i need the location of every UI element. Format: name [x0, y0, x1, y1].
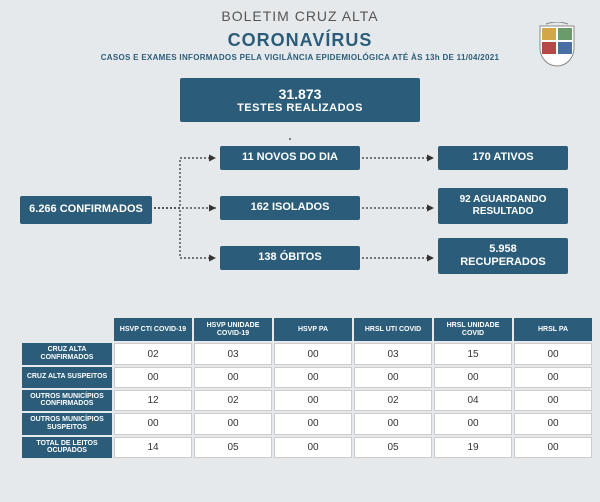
recovered-box: 5.958 RECUPERADOS [438, 238, 568, 274]
table-cell: 15 [434, 343, 512, 364]
table-cell: 00 [274, 390, 352, 411]
table-cell: 00 [434, 367, 512, 388]
table-row-header: CRUZ ALTA CONFIRMADOS [22, 343, 112, 364]
table-cell: 00 [274, 437, 352, 458]
table-cell: 00 [274, 367, 352, 388]
table-cell: 03 [354, 343, 432, 364]
table-cell: 19 [434, 437, 512, 458]
tests-label: TESTES REALIZADOS [180, 102, 420, 114]
tests-box: 31.873 TESTES REALIZADOS [180, 78, 420, 122]
table-col-header: HSVP CTI COVID-19 [114, 318, 192, 341]
table-cell: 00 [514, 367, 592, 388]
table-cell: 00 [514, 437, 592, 458]
table-cell: 00 [194, 367, 272, 388]
table-col-header: HSVP UNIDADE COVID-19 [194, 318, 272, 341]
table-cell: 02 [354, 390, 432, 411]
table-cell: 00 [114, 367, 192, 388]
bulletin-name: BOLETIM CRUZ ALTA [0, 8, 600, 24]
isolated-box: 162 ISOLADOS [220, 196, 360, 220]
recovered-label: RECUPERADOS [460, 256, 546, 269]
table-cell: 02 [194, 390, 272, 411]
table-cell: 04 [434, 390, 512, 411]
subtitle: CASOS E EXAMES INFORMADOS PELA VIGILÂNCI… [0, 53, 600, 62]
table-cell: 00 [354, 413, 432, 434]
beds-table: HSVP CTI COVID-19 HSVP UNIDADE COVID-19 … [20, 316, 580, 460]
tests-number: 31.873 [180, 86, 420, 102]
active-box: 170 ATIVOS [438, 146, 568, 170]
table-row-header: OUTROS MUNICÍPIOS SUSPEITOS [22, 413, 112, 434]
table-row: TOTAL DE LEITOS OCUPADOS140500051900 [22, 437, 592, 458]
awaiting-box: 92 AGUARDANDO RESULTADO [438, 188, 568, 224]
table-col-header: HRSL PA [514, 318, 592, 341]
table-cell: 00 [434, 413, 512, 434]
table-cell: 03 [194, 343, 272, 364]
table-row: OUTROS MUNICÍPIOS CONFIRMADOS12020002040… [22, 390, 592, 411]
table-cell: 14 [114, 437, 192, 458]
crest-icon [536, 22, 578, 70]
table-cell: 12 [114, 390, 192, 411]
table-cell: 00 [514, 413, 592, 434]
table-row-header: TOTAL DE LEITOS OCUPADOS [22, 437, 112, 458]
table-row: OUTROS MUNICÍPIOS SUSPEITOS000000000000 [22, 413, 592, 434]
table-blank-header [22, 318, 112, 341]
table-cell: 00 [354, 367, 432, 388]
table-row-header: CRUZ ALTA SUSPEITOS [22, 367, 112, 388]
table-cell: 00 [194, 413, 272, 434]
header: BOLETIM CRUZ ALTA CORONAVÍRUS CASOS E EX… [0, 0, 600, 66]
table-cell: 05 [354, 437, 432, 458]
table-col-header: HRSL UTI COVID [354, 318, 432, 341]
table-cell: 00 [114, 413, 192, 434]
table-cell: 02 [114, 343, 192, 364]
new-cases-box: 11 NOVOS DO DIA [220, 146, 360, 170]
table-cell: 00 [274, 343, 352, 364]
table-col-header: HSVP PA [274, 318, 352, 341]
deaths-box: 138 ÓBITOS [220, 246, 360, 270]
table-cell: 05 [194, 437, 272, 458]
table-cell: 00 [514, 390, 592, 411]
table-row: CRUZ ALTA SUSPEITOS000000000000 [22, 367, 592, 388]
flow-diagram: 6.266 CONFIRMADOS 11 NOVOS DO DIA 162 IS… [20, 136, 580, 296]
table-row: CRUZ ALTA CONFIRMADOS020300031500 [22, 343, 592, 364]
table-col-header: HRSL UNIDADE COVID [434, 318, 512, 341]
table-cell: 00 [274, 413, 352, 434]
main-title: CORONAVÍRUS [0, 30, 600, 51]
table-cell: 00 [514, 343, 592, 364]
table-row-header: OUTROS MUNICÍPIOS CONFIRMADOS [22, 390, 112, 411]
recovered-number: 5.958 [460, 243, 546, 256]
confirmed-box: 6.266 CONFIRMADOS [20, 196, 152, 224]
